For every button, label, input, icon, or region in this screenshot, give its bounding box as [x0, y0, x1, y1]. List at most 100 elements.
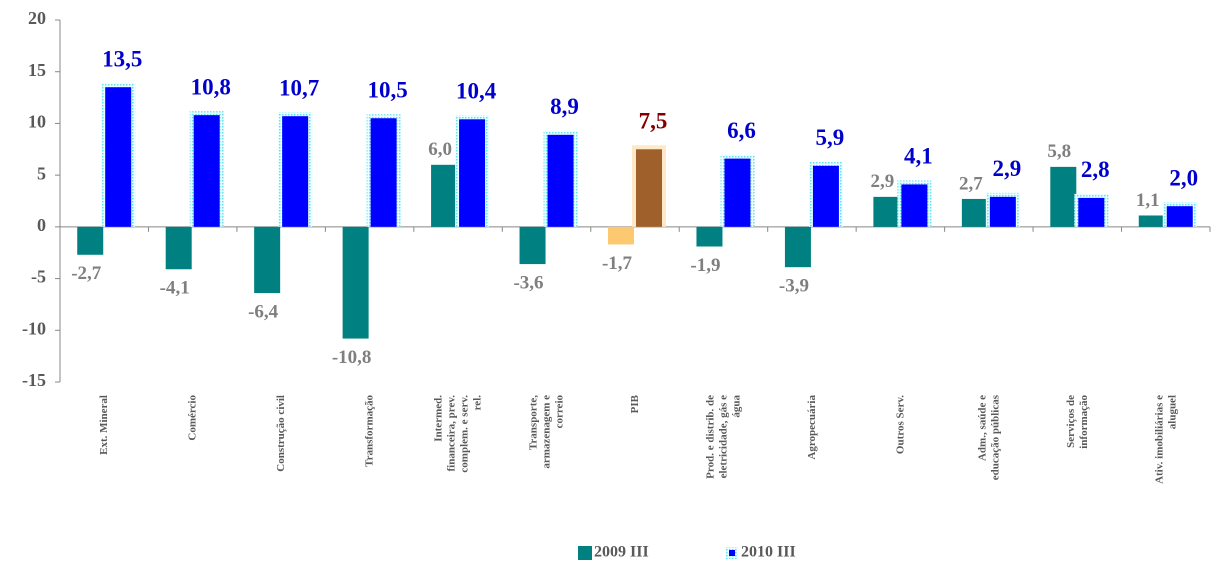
x-tick-label: Transporte,armazenagem ecorreio — [527, 395, 565, 469]
y-tick-label: -5 — [31, 267, 46, 287]
y-tick-label: 0 — [37, 215, 46, 235]
x-tick-label-line: informação — [1077, 395, 1089, 449]
value-label: -3,6 — [513, 272, 543, 293]
bar — [370, 118, 397, 227]
x-tick-label-line: Agropecuária — [805, 395, 817, 460]
x-tick-label: Prod. e distrib. deeletricidade, gás eág… — [704, 395, 742, 479]
x-tick-label-line: eletricidade, gás e — [717, 395, 729, 479]
value-label: 10,7 — [279, 75, 319, 100]
x-tick-label-line: PIB — [629, 394, 641, 413]
x-tick-label-line: rel. — [471, 395, 483, 411]
x-tick-label-line: Adm., saúde e — [976, 395, 988, 461]
value-label: -1,9 — [690, 255, 720, 276]
x-tick-label-line: Outros Serv. — [894, 395, 906, 454]
x-tick-label: Ativ. imobiliárias ealuguel — [1153, 395, 1178, 484]
x-tick-label: Transformação — [363, 395, 375, 467]
bar — [77, 226, 104, 255]
value-label: 5,9 — [816, 125, 845, 150]
x-tick-label: Intermed.financeira, prev.complem. e ser… — [432, 395, 483, 473]
x-tick-label-line: correio — [553, 395, 565, 429]
bar — [165, 226, 192, 270]
x-tick-label: Comércio — [186, 395, 198, 441]
legend-label: 2009 III — [594, 544, 649, 561]
legend-swatch — [578, 546, 592, 560]
x-tick-label-line: Intermed. — [432, 395, 444, 442]
x-tick-label-line: Prod. e distrib. de — [704, 395, 716, 479]
bar — [784, 226, 811, 268]
value-label: -1,7 — [602, 253, 633, 274]
value-label: 2,9 — [871, 171, 895, 192]
value-label: 5,8 — [1047, 141, 1071, 162]
y-tick-label: 15 — [28, 60, 46, 80]
y-tick-label: 10 — [28, 112, 46, 132]
value-label: 8,9 — [550, 94, 579, 119]
x-tick-label: PIB — [629, 394, 641, 413]
bar — [342, 226, 369, 339]
x-tick-label-line: Ativ. imobiliárias e — [1153, 395, 1165, 484]
y-tick-label: 20 — [28, 8, 46, 28]
value-label: 10,8 — [191, 74, 231, 99]
x-tick-label-line: Transformação — [363, 395, 375, 467]
legend-swatch — [729, 550, 735, 556]
bar — [1078, 197, 1105, 227]
bar — [873, 196, 900, 227]
x-tick-label-line: Ext. Mineral — [98, 395, 110, 455]
x-tick-label-line: armazenagem e — [540, 395, 552, 469]
bar — [105, 87, 132, 227]
bar — [459, 119, 486, 227]
bar — [901, 184, 928, 227]
bar — [961, 198, 988, 227]
bar — [254, 226, 281, 294]
value-label: 6,0 — [428, 139, 452, 160]
bar — [1138, 215, 1165, 227]
value-label: 2,8 — [1081, 157, 1110, 182]
bar — [812, 165, 839, 227]
bar — [519, 226, 546, 265]
value-label: 2,7 — [959, 173, 983, 194]
bar — [989, 196, 1016, 227]
value-label: 6,6 — [727, 118, 756, 143]
x-tick-label-line: Transporte, — [527, 395, 539, 450]
x-tick-label-line: Comércio — [186, 395, 198, 441]
value-label: -10,8 — [332, 347, 372, 368]
y-tick-label: -15 — [22, 370, 46, 390]
value-label: -3,9 — [779, 276, 809, 297]
bar — [547, 134, 574, 227]
value-label: 10,4 — [456, 79, 497, 104]
x-tick-label-line: financeira, prev. — [445, 395, 457, 472]
value-label: 2,0 — [1169, 165, 1198, 190]
bar — [636, 149, 662, 227]
x-tick-label: Serviços deinformação — [1064, 395, 1089, 449]
x-tick-label-line: Serviços de — [1064, 395, 1076, 448]
x-tick-label-line: educação públicas — [989, 394, 1001, 480]
x-tick-label: Ext. Mineral — [98, 395, 110, 455]
x-tick-label-line: complem. e serv. — [458, 395, 470, 473]
x-tick-label: Adm., saúde eeducação públicas — [976, 394, 1001, 480]
x-tick-label: Construção civil — [275, 395, 287, 472]
bar — [193, 115, 220, 227]
value-label: -6,4 — [248, 301, 279, 322]
bar — [608, 226, 634, 245]
value-label: 4,1 — [904, 144, 933, 169]
value-label: -2,7 — [71, 263, 102, 284]
x-tick-label-line: aluguel — [1166, 395, 1178, 429]
value-label: 13,5 — [102, 47, 142, 72]
x-tick-label-line: água — [730, 395, 742, 418]
x-tick-label-line: Construção civil — [275, 395, 287, 472]
x-tick-label: Agropecuária — [805, 395, 817, 460]
value-label: 7,5 — [639, 109, 668, 134]
bar — [696, 226, 723, 247]
y-tick-label: -10 — [22, 318, 46, 338]
x-tick-label: Outros Serv. — [894, 395, 906, 454]
bar — [1050, 166, 1077, 227]
value-label: 1,1 — [1136, 190, 1160, 211]
value-label: 2,9 — [992, 156, 1021, 181]
value-label: -4,1 — [160, 278, 190, 299]
bar — [282, 116, 309, 227]
bar — [724, 158, 751, 227]
value-label: 10,5 — [367, 78, 407, 103]
bar — [431, 164, 458, 227]
bar — [1166, 206, 1193, 227]
legend-label: 2010 III — [741, 544, 796, 561]
